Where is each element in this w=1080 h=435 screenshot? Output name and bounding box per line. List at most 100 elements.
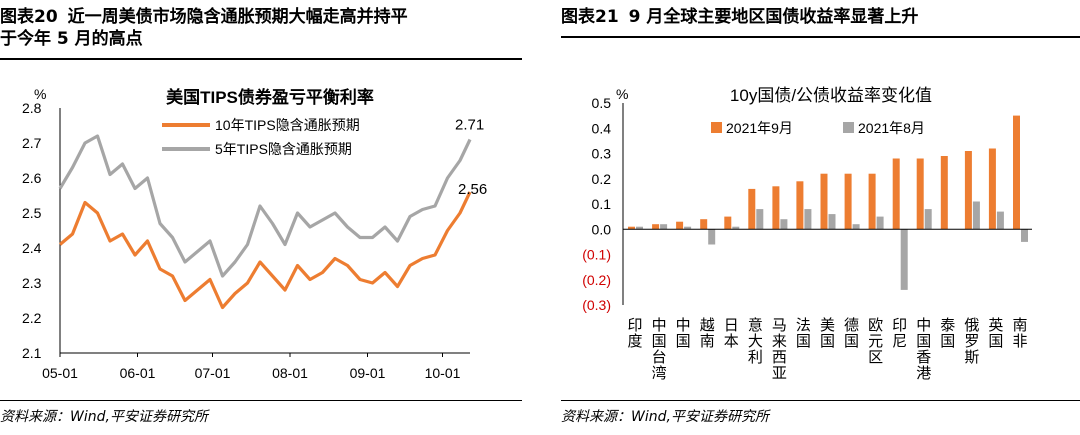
right-category-label: 俄罗斯 (964, 317, 979, 366)
bar-aug-2021 (780, 219, 788, 230)
left-x-tick-label: 07-01 (195, 365, 231, 381)
left-y-tick-label: 2.7 (22, 135, 42, 151)
left-y-tick-label: 2.4 (22, 240, 42, 256)
left-legend-label: 10年TIPS隐含通胀预期 (215, 117, 360, 133)
right-legend-swatch (843, 122, 854, 133)
bar-sep-2021 (844, 173, 852, 230)
right-category-label: 马来西亚 (772, 317, 787, 382)
right-category-label: 美国 (820, 317, 835, 350)
bar-sep-2021 (964, 151, 972, 230)
left-figure-title-line1: 近一周美债市场隐含通胀预期大幅走高并持平 (67, 7, 408, 27)
right-y-unit: % (616, 86, 628, 102)
right-figure-title-text: 9 月全球主要地区国债收益率显著上升 (628, 7, 919, 27)
right-y-tick-label: (0.2) (582, 272, 611, 288)
right-category-label: 中国香港 (916, 317, 931, 382)
bar-aug-2021 (876, 216, 884, 230)
left-end-value-label: 2.56 (458, 181, 487, 198)
left-source: 资料来源：Wind,平安证券研究所 (0, 409, 208, 425)
left-x-tick-label: 08-01 (272, 365, 308, 381)
right-y-tick-label: 0.0 (592, 221, 612, 237)
bar-sep-2021 (868, 173, 876, 230)
line-10y-tips (58, 191, 472, 310)
right-y-tick-label: (0.3) (582, 297, 611, 313)
left-x-tick-label: 06-01 (120, 365, 156, 381)
right-category-label: 印度 (628, 317, 643, 350)
right-category-label: 法国 (796, 317, 811, 350)
right-y-tick-label: 0.2 (592, 171, 612, 187)
bar-sep-2021 (892, 158, 900, 230)
bar-aug-2021 (996, 211, 1004, 230)
right-category-label: 英国 (988, 316, 1003, 350)
bar-aug-2021 (636, 226, 643, 230)
left-figure-label: 图表20 (0, 7, 58, 27)
bar-sep-2021 (1013, 115, 1020, 230)
bar-aug-2021 (756, 209, 764, 230)
left-y-unit: % (34, 86, 46, 102)
left-x-tick-label: 05-01 (42, 365, 78, 381)
left-legend-label: 5年TIPS隐含通胀预期 (215, 141, 352, 157)
yield-change-bar-chart: % 10y国债/公债收益率变化值 2021年9月 2021年8月 0.5 0.4 0.… (582, 86, 1032, 382)
right-source-rule (561, 400, 1080, 401)
left-y-tick-label: 2.1 (22, 345, 42, 361)
right-chart-title: 10y国债/公债收益率变化值 (730, 86, 932, 105)
right-category-label: 中国台湾 (652, 317, 667, 382)
bar-aug-2021 (732, 226, 740, 230)
right-title-rule (561, 36, 1080, 38)
right-figure-panel: 图表21 9 月全球主要地区国债收益率显著上升 % 10y国债/公债收益率变化值 … (561, 0, 1080, 435)
bar-aug-2021 (660, 224, 668, 230)
right-source: 资料来源：Wind,平安证券研究所 (561, 409, 769, 425)
right-category-label: 中国 (676, 317, 691, 350)
right-y-tick-label: 0.1 (592, 196, 612, 212)
line-5y-tips (58, 134, 472, 278)
left-figure-title: 图表20 近一周美债市场隐含通胀预期大幅走高并持平 于今年 5 月的高点 (0, 6, 522, 50)
bar-aug-2021 (924, 209, 932, 230)
right-legend-label: 2021年8月 (858, 120, 925, 136)
right-category-label: 意大利 (748, 316, 763, 366)
bar-aug-2021 (708, 229, 716, 245)
left-chart-title: 美国TIPS债券盈亏平衡利率 (166, 87, 374, 107)
bar-aug-2021 (1021, 229, 1028, 242)
right-category-label: 日本 (724, 317, 739, 350)
bar-sep-2021 (748, 188, 756, 230)
bar-sep-2021 (916, 158, 924, 230)
bar-sep-2021 (988, 148, 996, 230)
bar-aug-2021 (828, 214, 836, 230)
right-category-label: 印尼 (892, 317, 907, 350)
right-category-label: 欧元区 (868, 317, 883, 366)
right-y-tick-label: (0.1) (582, 247, 611, 263)
bar-sep-2021 (772, 186, 780, 230)
left-y-tick-label: 2.6 (22, 170, 42, 186)
left-y-tick-label: 2.2 (22, 310, 42, 326)
right-legend-label: 2021年9月 (726, 120, 793, 136)
bar-aug-2021 (972, 201, 980, 230)
right-y-tick-label: 0.3 (592, 146, 612, 162)
left-x-tick-label: 10-01 (425, 365, 461, 381)
right-y-tick-label: 0.4 (592, 120, 612, 136)
bar-sep-2021 (676, 221, 684, 230)
left-y-tick-label: 2.5 (22, 205, 42, 221)
left-title-rule (0, 58, 522, 60)
right-legend-swatch (711, 122, 722, 133)
bar-aug-2021 (684, 226, 692, 230)
left-figure-title-line2: 于今年 5 月的高点 (0, 29, 143, 49)
bar-sep-2021 (820, 173, 828, 230)
bar-aug-2021 (852, 224, 860, 230)
left-end-value-label: 2.71 (455, 117, 484, 134)
right-category-label: 德国 (844, 316, 859, 350)
bar-sep-2021 (724, 216, 732, 230)
bar-sep-2021 (700, 219, 708, 230)
right-figure-title: 图表21 9 月全球主要地区国债收益率显著上升 (561, 6, 1080, 28)
bar-sep-2021 (628, 226, 635, 230)
left-y-tick-label: 2.3 (22, 275, 42, 291)
right-category-label: 南非 (1012, 317, 1027, 350)
right-figure-label: 图表21 (561, 7, 619, 27)
left-source-rule (0, 400, 522, 401)
tips-breakeven-line-chart: % 美国TIPS债券盈亏平衡利率 2.8 2.7 2.6 2.5 2.4 2.3 2.2 2.… (22, 86, 487, 381)
left-x-tick-label: 09-01 (350, 365, 386, 381)
bar-sep-2021 (652, 224, 660, 230)
left-y-tick-label: 2.8 (22, 100, 42, 116)
right-category-label: 越南 (700, 317, 715, 350)
right-y-tick-label: 0.5 (592, 95, 612, 111)
bar-sep-2021 (796, 181, 804, 230)
left-figure-panel: 图表20 近一周美债市场隐含通胀预期大幅走高并持平 于今年 5 月的高点 % 美国… (0, 0, 522, 435)
